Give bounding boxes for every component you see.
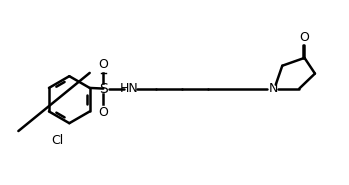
Text: N: N bbox=[268, 82, 278, 95]
Text: O: O bbox=[98, 106, 108, 119]
Text: O: O bbox=[299, 31, 310, 43]
Text: O: O bbox=[98, 58, 108, 71]
Text: S: S bbox=[99, 82, 108, 96]
Text: Cl: Cl bbox=[51, 134, 63, 147]
Text: HN: HN bbox=[120, 82, 139, 95]
